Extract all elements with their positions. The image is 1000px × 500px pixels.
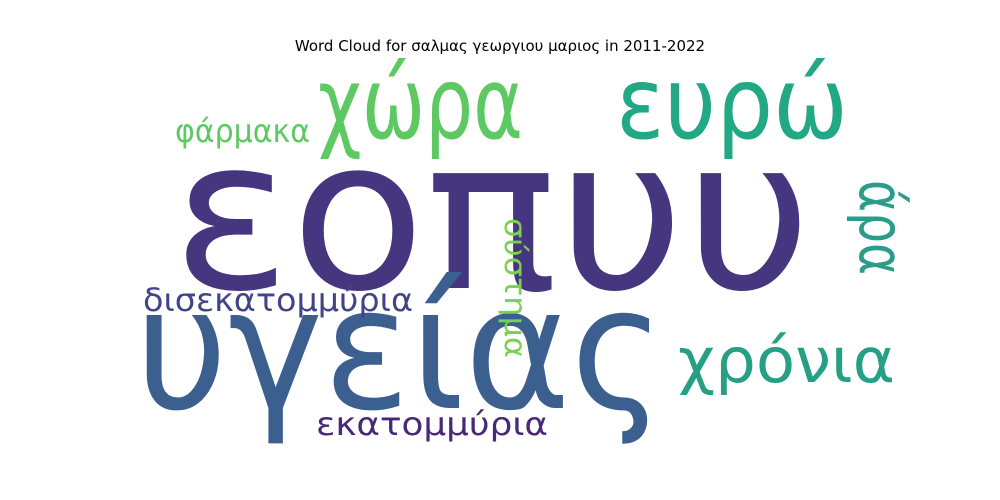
word-φάρμακα: φάρμακα	[175, 112, 310, 150]
word-υγείας: υγείας	[135, 251, 665, 449]
chart-title: Word Cloud for σαλμας γεωργιου μαριος in…	[294, 37, 706, 55]
word-άρα: άρα	[845, 180, 918, 275]
word-δισεκατομμύρια: δισεκατομμύρια	[143, 281, 413, 319]
word-εκατομμύρια: εκατομμύρια	[316, 405, 548, 443]
word-χώρα: χώρα	[318, 45, 523, 162]
word-εοπυυ: εοπυυ	[172, 93, 812, 338]
word-ευρώ: ευρώ	[616, 45, 848, 162]
word-χρόνια: χρόνια	[678, 324, 895, 397]
word-σύστημα: σύστημα	[497, 218, 532, 358]
